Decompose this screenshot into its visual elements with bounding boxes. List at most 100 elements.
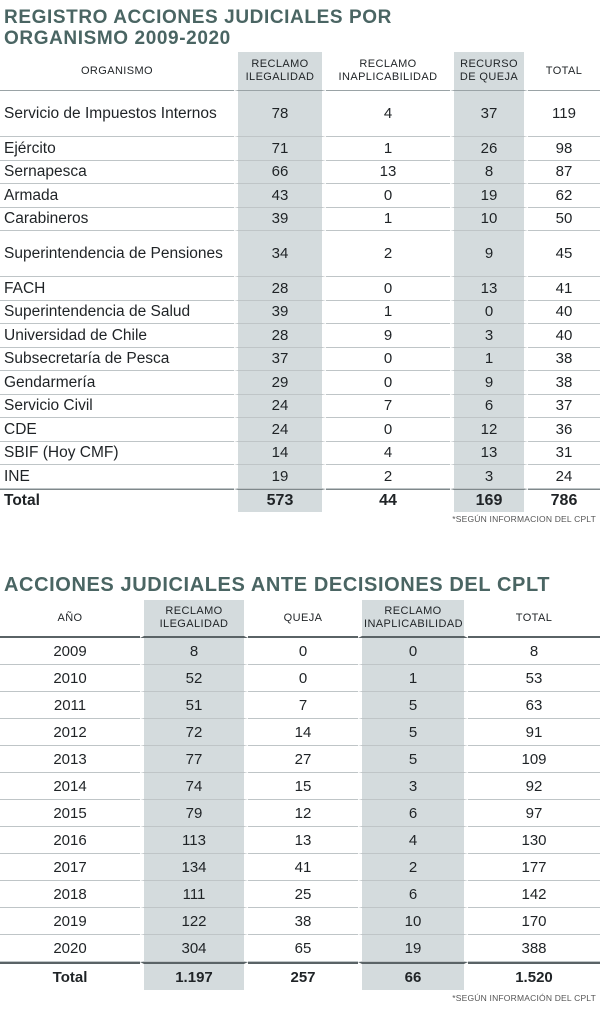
cell-value: 0 — [326, 371, 450, 395]
table-row: Servicio de Impuestos Internos 78 4 37 119 — [0, 91, 600, 137]
cell-value: 14 — [248, 719, 358, 746]
cell-value: 9 — [450, 231, 528, 277]
row-label: 2016 — [0, 827, 140, 854]
row-label: Subsecretaría de Pesca — [0, 348, 234, 371]
header-queja: QUEJA — [248, 600, 358, 638]
cell-value: 19 — [234, 465, 326, 489]
cell-value: 10 — [450, 207, 528, 231]
table-row: Superintendencia de Pensiones 34 2 9 45 — [0, 231, 600, 277]
cell-value: 28 — [234, 277, 326, 301]
cell-value: 573 — [234, 488, 326, 512]
table-row: INE 19 2 3 24 — [0, 465, 600, 489]
row-label: 2014 — [0, 773, 140, 800]
table-row: 2016 113 13 4 130 — [0, 827, 600, 854]
table-row: 2010 52 0 1 53 — [0, 665, 600, 692]
row-label: Superintendencia de Pensiones — [0, 231, 234, 277]
cell-value: 0 — [326, 184, 450, 208]
table-row: 2013 77 27 5 109 — [0, 746, 600, 773]
table-row: Carabineros 39 1 10 50 — [0, 207, 600, 231]
row-label: 2017 — [0, 854, 140, 881]
row-label: Total — [0, 488, 234, 513]
row-label: 2010 — [0, 665, 140, 692]
cell-value: 12 — [248, 800, 358, 827]
cell-value: 37 — [234, 347, 326, 371]
cell-value: 0 — [450, 300, 528, 324]
cell-value: 44 — [326, 488, 450, 513]
cell-value: 38 — [528, 348, 600, 371]
cell-value: 13 — [450, 441, 528, 465]
table1-header-row: ORGANISMO RECLAMO ILEGALIDAD RECLAMO INA… — [0, 52, 600, 91]
cell-value: 13 — [326, 161, 450, 184]
table2-header-row: AÑO RECLAMO ILEGALIDAD QUEJA RECLAMO INA… — [0, 600, 600, 638]
row-label: 2012 — [0, 719, 140, 746]
cell-value: 170 — [468, 908, 600, 935]
cell-value: 36 — [528, 418, 600, 442]
cell-value: 37 — [450, 91, 528, 137]
table-row: Universidad de Chile 28 9 3 40 — [0, 324, 600, 348]
cell-value: 8 — [450, 160, 528, 184]
row-label: 2018 — [0, 881, 140, 908]
cell-value: 87 — [528, 161, 600, 184]
table-row: 2017 134 41 2 177 — [0, 854, 600, 881]
cell-value: 1 — [326, 137, 450, 161]
cell-value: 304 — [140, 935, 248, 962]
cell-value: 388 — [468, 935, 600, 962]
cell-value: 1 — [450, 347, 528, 371]
header-organismo: ORGANISMO — [0, 52, 234, 91]
row-label: Sernapesca — [0, 161, 234, 184]
cell-value: 4 — [326, 442, 450, 465]
row-label: Superintendencia de Salud — [0, 301, 234, 324]
cell-value: 39 — [234, 300, 326, 324]
row-label: 2011 — [0, 692, 140, 719]
table-row: Armada 43 0 19 62 — [0, 184, 600, 208]
cell-value: 142 — [468, 881, 600, 908]
row-label: Ejército — [0, 137, 234, 161]
cell-value: 15 — [248, 773, 358, 800]
cell-value: 66 — [234, 160, 326, 184]
row-label: Servicio Civil — [0, 395, 234, 418]
cell-value: 27 — [248, 746, 358, 773]
year-table: AÑO RECLAMO ILEGALIDAD QUEJA RECLAMO INA… — [0, 600, 600, 990]
organismo-table: ORGANISMO RECLAMO ILEGALIDAD RECLAMO INA… — [0, 52, 600, 512]
cell-value: 2 — [326, 231, 450, 277]
cell-value: 134 — [140, 854, 248, 881]
total-row: Total 1.197 257 66 1.520 — [0, 962, 600, 990]
cell-value: 24 — [234, 394, 326, 418]
header-total: TOTAL — [528, 52, 600, 91]
cell-value: 38 — [528, 371, 600, 395]
cell-value: 786 — [528, 488, 600, 513]
cell-value: 8 — [468, 638, 600, 665]
cell-value: 26 — [450, 137, 528, 161]
cell-value: 24 — [528, 465, 600, 489]
header-recurso-de-queja: RECURSO DE QUEJA — [450, 52, 528, 91]
table-row: SBIF (Hoy CMF) 14 4 13 31 — [0, 441, 600, 465]
cell-value: 6 — [358, 800, 468, 827]
row-label: 2013 — [0, 746, 140, 773]
cell-value: 257 — [248, 962, 358, 990]
cell-value: 41 — [528, 277, 600, 301]
cell-value: 1.520 — [468, 962, 600, 990]
cell-value: 71 — [234, 137, 326, 161]
cell-value: 79 — [140, 800, 248, 827]
cell-value: 4 — [326, 91, 450, 137]
header-reclamo-inaplicabilidad: RECLAMO INAPLICABILIDAD — [326, 52, 450, 91]
cell-value: 74 — [140, 773, 248, 800]
cell-value: 24 — [234, 418, 326, 442]
row-label: 2009 — [0, 638, 140, 665]
cell-value: 1.197 — [140, 962, 248, 990]
cell-value: 72 — [140, 719, 248, 746]
cell-value: 130 — [468, 827, 600, 854]
row-label: SBIF (Hoy CMF) — [0, 442, 234, 465]
cell-value: 45 — [528, 231, 600, 277]
cell-value: 51 — [140, 692, 248, 719]
cell-value: 19 — [358, 935, 468, 962]
cell-value: 0 — [326, 348, 450, 371]
cell-value: 13 — [450, 277, 528, 301]
table-row: 2012 72 14 5 91 — [0, 719, 600, 746]
table-row: Sernapesca 66 13 8 87 — [0, 160, 600, 184]
cell-value: 97 — [468, 800, 600, 827]
cell-value: 12 — [450, 418, 528, 442]
cell-value: 39 — [234, 207, 326, 231]
cell-value: 29 — [234, 371, 326, 395]
cell-value: 98 — [528, 137, 600, 161]
